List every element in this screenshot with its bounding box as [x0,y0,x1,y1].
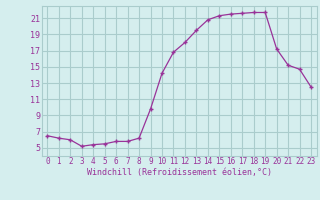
X-axis label: Windchill (Refroidissement éolien,°C): Windchill (Refroidissement éolien,°C) [87,168,272,177]
